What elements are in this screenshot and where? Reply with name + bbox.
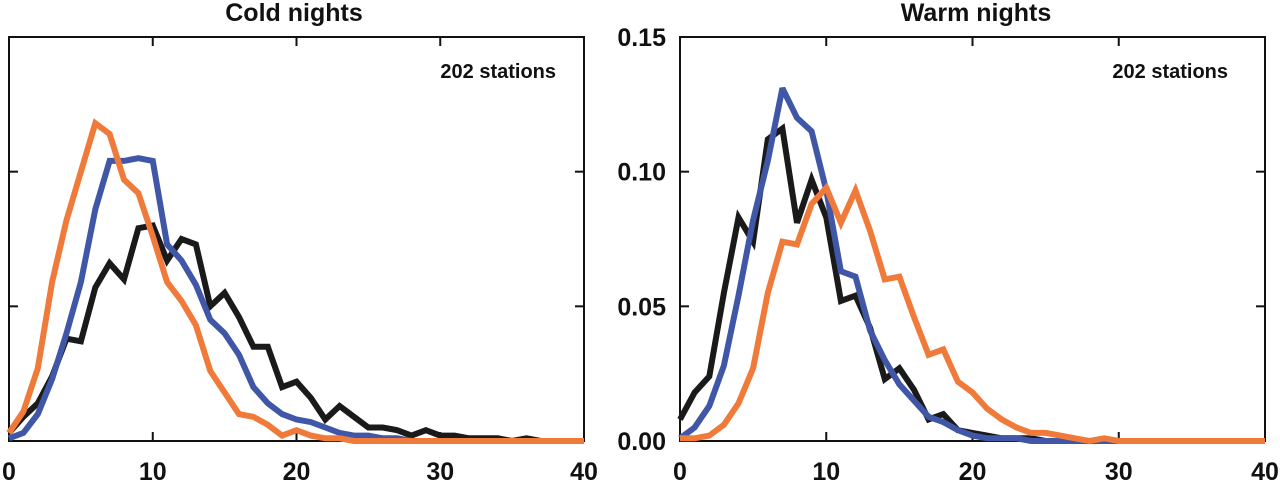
y-tick-label: 0.15 <box>617 24 666 52</box>
x-tick-label: 30 <box>426 458 454 485</box>
annotation-warm-nights: 202 stations <box>1112 61 1228 83</box>
x-tick-label: 10 <box>139 458 167 485</box>
chart-title-warm-nights: Warm nights <box>901 0 1051 27</box>
series-line-orange <box>6 118 584 444</box>
series-line-black <box>6 222 584 445</box>
x-tick-label: 20 <box>283 458 311 485</box>
x-tick-label: 20 <box>959 458 987 485</box>
x-tick-label: 0 <box>2 458 16 485</box>
y-tick-label: 0.00 <box>617 428 666 456</box>
chart-panel-cold-nights: Cold nights 202 stations 0 10 20 30 40 <box>2 0 598 485</box>
x-tick-label: 30 <box>1105 458 1133 485</box>
annotation-cold-nights: 202 stations <box>440 61 556 83</box>
chart-title-cold-nights: Cold nights <box>225 0 362 27</box>
y-tick-label: 0.10 <box>617 159 666 187</box>
x-tick-label: 10 <box>812 458 840 485</box>
x-tick-label: 40 <box>570 458 598 485</box>
chart-panel-warm-nights: Warm nights 202 stations 0 10 20 30 40 0.00 0.… <box>617 0 1279 485</box>
series-line-blue <box>7 155 584 444</box>
x-tick-label: 40 <box>1251 458 1279 485</box>
series-line-orange <box>680 182 1265 445</box>
y-tick-label: 0.05 <box>617 293 666 321</box>
plot-frame <box>679 36 1266 442</box>
x-tick-label: 0 <box>673 458 687 485</box>
